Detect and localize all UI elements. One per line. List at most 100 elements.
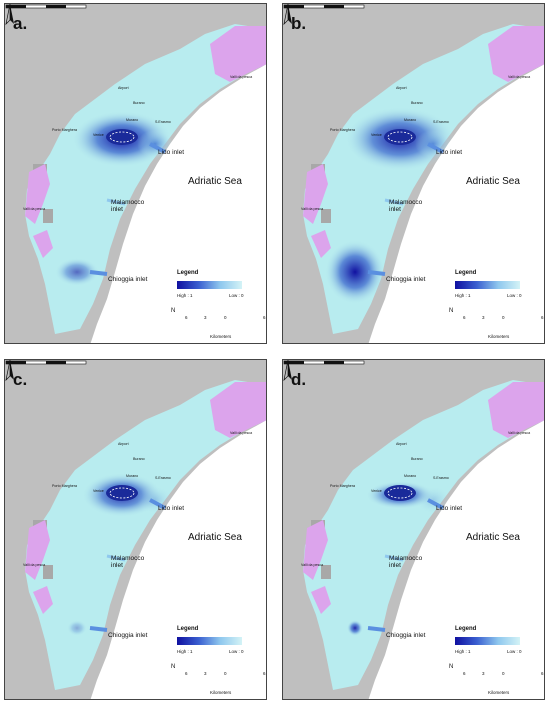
map-canvas: [5, 4, 266, 343]
malamocco-inlet-channel: [106, 554, 126, 562]
valli-da-pesca-label: Valli da pesca: [508, 75, 531, 79]
lido-inlet-label: Lido inlet: [436, 505, 463, 512]
scale-tick: 3: [204, 315, 207, 320]
valli-da-pesca-nw: [303, 520, 328, 580]
s-erasmo-label: S.Erasmo: [155, 120, 171, 124]
north-label: N: [171, 664, 176, 670]
malamocco-inlet-label: Malamocco inlet: [111, 199, 145, 213]
legend-color-ramp: [177, 637, 242, 645]
scale-tick: 3: [482, 315, 485, 320]
valli-da-pesca-s: [33, 586, 53, 614]
scale-tick: 0: [224, 315, 227, 320]
legend-color-ramp: [455, 637, 520, 645]
north-arrow-icon: [5, 4, 14, 26]
venice-island: [384, 485, 416, 501]
inner-land: [43, 565, 53, 579]
lido-inlet-label: Lido inlet: [436, 149, 463, 156]
adriatic-sea: [368, 420, 544, 699]
hotspot-chioggia: [325, 240, 385, 304]
lagoon: [25, 380, 266, 690]
venice-canals: [109, 487, 135, 499]
scale-tick: 0: [502, 671, 505, 676]
lido-inlet-channel: [149, 498, 166, 510]
scale-bar: [5, 360, 87, 365]
scale-tick: 0: [224, 671, 227, 676]
malamocco-inlet-label: Malamocco inlet: [111, 555, 145, 569]
hotspot-chioggia: [347, 620, 363, 636]
venice-canals: [109, 131, 135, 143]
malamocco-inlet-channel: [106, 198, 126, 206]
map-canvas: [283, 4, 544, 343]
lido-inlet-channel: [149, 142, 166, 154]
adriatic-sea-label: Adriatic Sea: [188, 532, 242, 543]
map-panel-a: a. Adriatic Sea Lido inlet Malamocco inl…: [4, 3, 267, 344]
murano-label: Murano: [404, 474, 417, 478]
airport-label: Airport: [396, 86, 407, 90]
valli-da-pesca-nw: [303, 164, 328, 224]
panel-letter: b.: [291, 14, 307, 33]
legend-high-label: High : 1: [177, 649, 193, 654]
legend-low-label: Low : 0: [507, 649, 522, 654]
scale-tick: 6: [185, 671, 188, 676]
lido-inlet-label: Lido inlet: [158, 505, 185, 512]
north-arrow-icon: [5, 360, 14, 382]
burano-label: Burano: [411, 457, 423, 461]
adriatic-sea: [90, 420, 266, 699]
burano-label: Burano: [133, 101, 145, 105]
map-panel-b: b. Adriatic Sea Lido inlet Malamocco inl…: [282, 3, 545, 344]
panel-letter: a.: [13, 14, 28, 33]
s-erasmo-label: S.Erasmo: [433, 476, 449, 480]
scale-tick: 6: [541, 315, 544, 320]
malamocco-inlet-channel: [384, 554, 404, 562]
map-canvas: [5, 360, 266, 699]
scale-tick: 0: [502, 315, 505, 320]
malamocco-inlet-label: Malamocco inlet: [389, 199, 423, 213]
north-label: N: [449, 308, 454, 314]
map-panel-c: c. Adriatic Sea Lido inlet Malamocco inl…: [4, 359, 267, 700]
scale-units: Kilometers: [488, 690, 510, 695]
legend-title: Legend: [177, 270, 199, 276]
s-erasmo-label: S.Erasmo: [433, 120, 449, 124]
north-arrow-icon: [283, 4, 292, 26]
chioggia-inlet-label: Chioggia inlet: [108, 632, 148, 639]
lagoon: [303, 380, 544, 690]
scale-tick: 6: [185, 315, 188, 320]
murano-label: Murano: [404, 118, 417, 122]
legend-low-label: Low : 0: [229, 293, 244, 298]
inner-land: [43, 209, 53, 223]
porto-marghera-label: Porto Marghera: [330, 484, 355, 488]
malamocco-inlet-label: Malamocco inlet: [389, 555, 423, 569]
burano-label: Burano: [411, 101, 423, 105]
scale-bar: [283, 4, 365, 9]
valli-da-pesca-label: Valli da pesca: [23, 207, 46, 211]
legend-title: Legend: [455, 626, 477, 632]
chioggia-inlet-label: Chioggia inlet: [386, 276, 426, 283]
burano-label: Burano: [133, 457, 145, 461]
venice-label: Venice: [93, 489, 104, 493]
valli-da-pesca-label: Valli da pesca: [230, 75, 253, 79]
chioggia-inlet-channel: [367, 270, 386, 276]
legend-low-label: Low : 0: [229, 649, 244, 654]
porto-marghera-label: Porto Marghera: [52, 484, 77, 488]
inner-land: [321, 565, 331, 579]
scale-tick: 6: [463, 315, 466, 320]
scale-tick: 6: [263, 671, 266, 676]
legend-high-label: High : 1: [177, 293, 193, 298]
hotspot-chioggia: [67, 620, 87, 636]
valli-da-pesca-nw: [25, 164, 50, 224]
adriatic-sea-label: Adriatic Sea: [188, 176, 242, 187]
venice-island: [384, 129, 416, 145]
valli-da-pesca-s: [311, 230, 331, 258]
panel-letter: c.: [13, 370, 28, 389]
chioggia-inlet-channel: [89, 626, 108, 632]
airport-label: Airport: [396, 442, 407, 446]
porto-marghera-label: Porto Marghera: [330, 128, 355, 132]
lido-inlet-channel: [427, 498, 444, 510]
scale-units: Kilometers: [210, 334, 232, 339]
murano-label: Murano: [126, 474, 139, 478]
legend-high-label: High : 1: [455, 293, 471, 298]
scale-tick: 6: [463, 671, 466, 676]
valli-da-pesca-label: Valli da pesca: [301, 563, 324, 567]
valli-da-pesca-ne: [210, 382, 266, 438]
venice-island: [106, 485, 138, 501]
